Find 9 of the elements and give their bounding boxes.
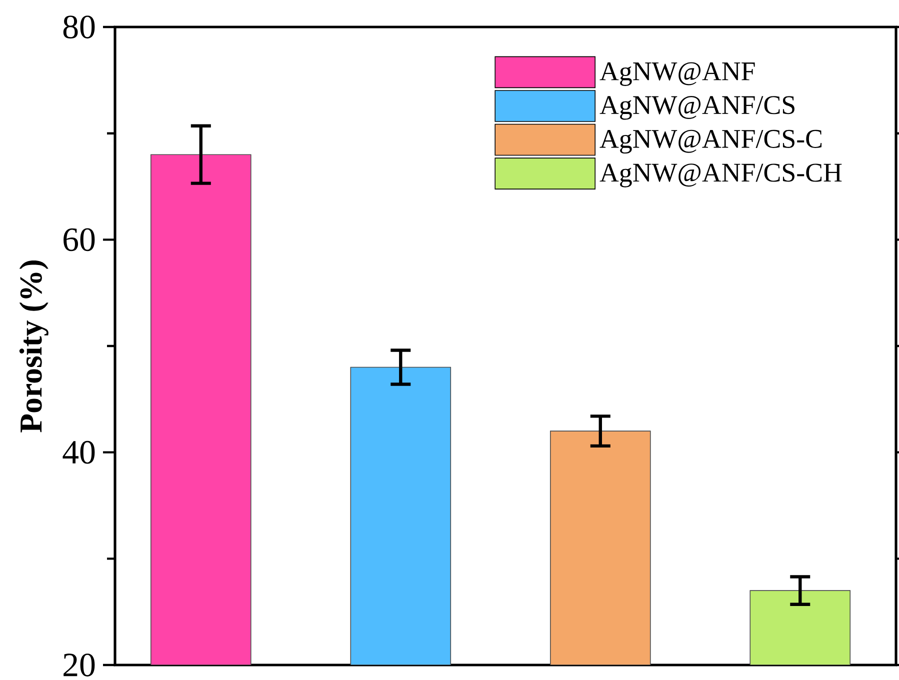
legend-label: AgNW@ANF/CS	[600, 96, 794, 120]
legend-label: AgNW@ANF	[600, 62, 755, 86]
legend-label: AgNW@ANF/CS-CH	[600, 164, 842, 188]
legend-label: AgNW@ANF/CS-C	[600, 130, 822, 154]
y-tick-label: 60	[64, 228, 95, 252]
y-tick-label: 20	[64, 654, 95, 676]
y-axis-title: Porosity (%)	[19, 260, 48, 432]
y-tick-label: 40	[62, 440, 95, 464]
y-tick-label: 80	[63, 16, 95, 38]
